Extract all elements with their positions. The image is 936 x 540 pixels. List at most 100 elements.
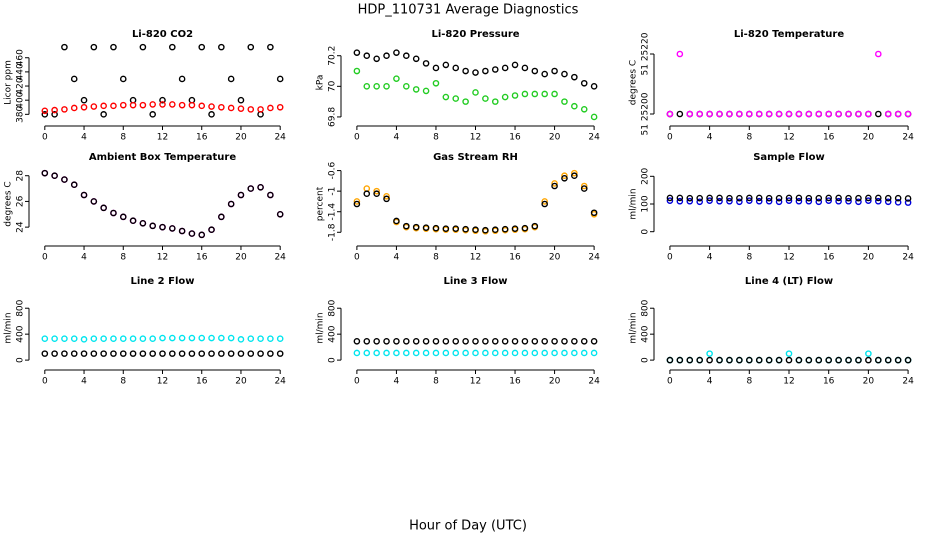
point [521, 337, 529, 345]
point [501, 349, 509, 357]
point [571, 169, 578, 177]
point [904, 195, 912, 202]
x-tick-label: 12 [157, 253, 168, 263]
point [676, 356, 684, 364]
x-tick-label: 20 [549, 377, 561, 387]
x-tick-label: 24 [588, 253, 600, 263]
point [541, 70, 548, 78]
point [178, 101, 186, 109]
point [227, 334, 235, 342]
point [501, 337, 509, 345]
point [90, 198, 98, 205]
point [561, 174, 568, 182]
point [765, 194, 773, 202]
point [726, 197, 733, 205]
x-tick-label: 16 [509, 253, 521, 263]
point [267, 43, 274, 51]
point [472, 337, 479, 345]
point [775, 198, 783, 206]
point [501, 93, 509, 101]
x-tick-label: 4 [81, 253, 87, 263]
point [432, 64, 440, 72]
panel-title: Line 4 (LT) Flow [745, 276, 833, 287]
point [169, 350, 176, 357]
point [51, 111, 58, 118]
point [511, 225, 519, 232]
point [393, 49, 400, 56]
panel-title: Li-820 Temperature [734, 29, 844, 40]
x-tick-label: 4 [394, 377, 400, 387]
point [363, 349, 371, 357]
point [159, 350, 166, 357]
point [373, 349, 380, 357]
x-tick-label: 24 [274, 377, 286, 387]
x-tick-label: 20 [549, 133, 561, 143]
point [110, 350, 117, 357]
point [511, 337, 519, 345]
panel-title: Line 2 Flow [131, 276, 195, 287]
point [353, 337, 361, 345]
point [257, 350, 264, 357]
point [61, 43, 68, 51]
point [716, 110, 723, 118]
point [383, 83, 390, 90]
point [551, 90, 558, 98]
point [383, 337, 390, 345]
point [491, 337, 499, 345]
point [70, 335, 78, 343]
point [353, 49, 361, 56]
point [716, 197, 723, 205]
point [884, 356, 892, 364]
point [178, 227, 186, 235]
point [363, 337, 371, 345]
point [227, 104, 235, 112]
x-tick-label: 20 [863, 377, 875, 387]
point [482, 226, 489, 234]
point [875, 194, 882, 202]
point [100, 350, 107, 357]
x-tick-label: 16 [509, 133, 521, 143]
chart-title: HDP_110731 Average Diagnostics [358, 3, 579, 18]
point [775, 110, 783, 118]
x-tick-label: 24 [902, 133, 914, 143]
x-tick-label: 12 [783, 133, 794, 143]
point [561, 349, 568, 357]
point [825, 356, 832, 364]
point [482, 95, 489, 102]
point [561, 337, 568, 345]
point [188, 230, 196, 237]
point [491, 226, 499, 234]
point [666, 197, 674, 204]
point [775, 356, 783, 364]
point [41, 107, 49, 115]
point [482, 67, 489, 75]
point [472, 89, 479, 96]
point [541, 349, 548, 357]
point [393, 337, 400, 345]
point [736, 356, 743, 364]
y-tick-label: 0 [641, 229, 651, 235]
point [237, 336, 245, 343]
point [452, 225, 460, 232]
y-tick-label: 400 [641, 325, 651, 342]
point [716, 356, 723, 364]
point [218, 43, 225, 51]
point [755, 110, 763, 118]
point [41, 111, 49, 118]
point [218, 103, 225, 111]
point [432, 79, 440, 87]
point [276, 335, 284, 343]
point [865, 350, 872, 357]
point [178, 75, 186, 83]
point [129, 335, 137, 343]
point [521, 64, 529, 72]
y-tick-label: 400 [16, 91, 26, 108]
point [70, 350, 78, 357]
point [894, 199, 902, 206]
point [482, 349, 489, 357]
point [835, 356, 842, 364]
point [80, 350, 88, 357]
point [755, 194, 763, 202]
point [696, 110, 703, 118]
y-axis-label: ml/min [316, 312, 326, 343]
